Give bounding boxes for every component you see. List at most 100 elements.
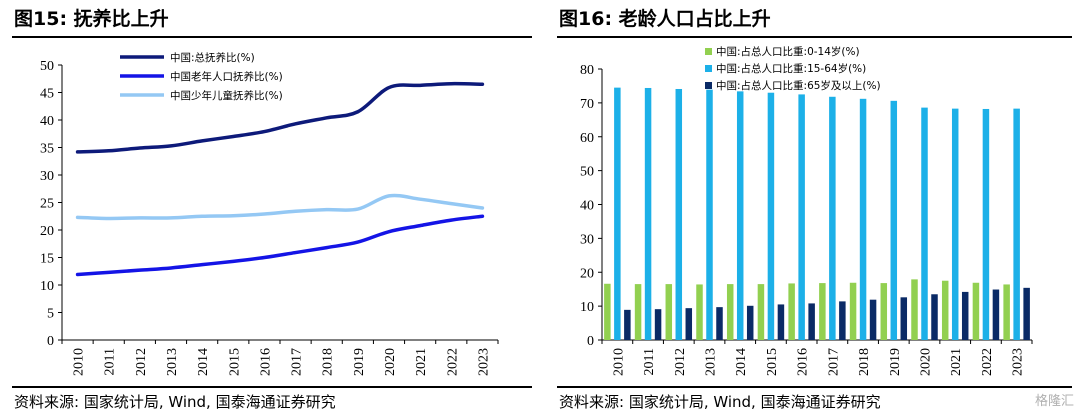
y-tick-label: 45 bbox=[40, 87, 54, 102]
x-tick-label: 2012 bbox=[673, 348, 688, 376]
x-tick-label: 2022 bbox=[980, 348, 995, 376]
legend-label: 中国:占总人口比重:15-64岁(%) bbox=[716, 62, 866, 75]
bar-series-2 bbox=[829, 96, 836, 340]
y-tick-label: 5 bbox=[47, 307, 54, 322]
bar-series-2 bbox=[1013, 108, 1020, 340]
x-tick-label: 2018 bbox=[321, 348, 336, 376]
bar-series-3 bbox=[777, 304, 785, 340]
bar-series-2 bbox=[675, 88, 683, 340]
series-line-3 bbox=[75, 193, 485, 221]
bar-series-1 bbox=[1003, 284, 1010, 340]
source-note: 资料来源: 国家统计局, Wind, 国泰海通证券研究 bbox=[559, 393, 881, 411]
bar-series-1 bbox=[604, 283, 611, 340]
legend-label: 中国:占总人口比重:0-14岁(%) bbox=[716, 45, 860, 58]
y-tick-label: 10 bbox=[40, 279, 54, 294]
x-tick-label: 2017 bbox=[290, 348, 305, 376]
bar-series-1 bbox=[941, 280, 949, 340]
legend-swatch bbox=[705, 48, 712, 55]
x-tick-label: 2023 bbox=[1011, 348, 1026, 376]
x-tick-label: 2013 bbox=[704, 348, 719, 376]
y-tick-label: 70 bbox=[580, 97, 594, 112]
population-share-panel: 图16: 老龄人口占比上升 0 10 20 30 40 50 60 70 80 2010 2011 2… bbox=[545, 0, 1080, 413]
legend-label: 中国:总抚养比(%) bbox=[170, 51, 255, 64]
x-tick-label: 2010 bbox=[611, 348, 626, 376]
x-tick-label: 2012 bbox=[134, 348, 149, 376]
bar-series-2 bbox=[921, 107, 928, 341]
bar-series-1 bbox=[696, 284, 703, 340]
bar-series-1 bbox=[819, 283, 826, 340]
x-tick-label: 2019 bbox=[888, 348, 903, 376]
x-tick-label: 2021 bbox=[949, 348, 964, 376]
bar-series-3 bbox=[716, 307, 723, 340]
y-tick-label: 35 bbox=[40, 142, 54, 157]
dependency-ratio-line-chart: 0 5 10 15 20 25 30 35 40 45 50 2010 2011 2012 2013 2014… bbox=[40, 51, 499, 376]
title-rule bbox=[12, 36, 532, 38]
bar-series-2 bbox=[982, 108, 990, 340]
y-tick-label: 50 bbox=[580, 165, 594, 180]
legend-swatch bbox=[705, 65, 712, 72]
bar-series-1 bbox=[972, 282, 980, 340]
bar-series-3 bbox=[839, 301, 846, 340]
bar-series-3 bbox=[869, 299, 877, 340]
x-tick-label: 2017 bbox=[826, 348, 841, 376]
bar-series-3 bbox=[900, 297, 908, 340]
bar-series-2 bbox=[798, 94, 805, 340]
y-tick-label: 0 bbox=[47, 334, 54, 349]
bar-series-3 bbox=[624, 309, 631, 340]
bar-series-3 bbox=[808, 303, 815, 340]
x-tick-label: 2016 bbox=[796, 348, 811, 376]
y-tick-label: 50 bbox=[40, 59, 54, 74]
x-tick-label: 2015 bbox=[227, 348, 242, 376]
bar-series-3 bbox=[961, 291, 969, 340]
bar-series-2 bbox=[736, 91, 744, 340]
bar-series-2 bbox=[706, 89, 713, 340]
bar-series-1 bbox=[634, 284, 642, 340]
bar-series-1 bbox=[788, 283, 795, 340]
bar-series-2 bbox=[951, 108, 959, 340]
y-tick-label: 10 bbox=[580, 300, 594, 315]
x-tick-label: 2013 bbox=[165, 348, 180, 376]
x-tick-label: 2022 bbox=[445, 348, 460, 376]
x-tick-label: 2021 bbox=[414, 348, 429, 376]
bar-series-1 bbox=[665, 284, 673, 340]
x-tick-label: 2019 bbox=[352, 348, 367, 376]
source-note: 资料来源: 国家统计局, Wind, 国泰海通证券研究 bbox=[14, 393, 336, 411]
x-tick-label: 2015 bbox=[765, 348, 780, 376]
dependency-ratio-panel: 图15: 抚养比上升 0 5 10 15 20 25 30 35 40 45 50 2010 2011 2… bbox=[12, 8, 532, 411]
bar-series-3 bbox=[931, 294, 938, 340]
legend-label: 中国老年人口抚养比(%) bbox=[170, 70, 283, 83]
bar-series-2 bbox=[859, 98, 867, 340]
x-tick-label: 2014 bbox=[196, 348, 211, 376]
series-line-2 bbox=[75, 214, 485, 277]
x-tick-label: 2020 bbox=[919, 348, 934, 376]
watermark-logo: 格隆汇 bbox=[1034, 394, 1074, 409]
y-tick-label: 30 bbox=[40, 169, 54, 184]
bar-series-1 bbox=[726, 284, 734, 340]
legend-label: 中国少年儿童抚养比(%) bbox=[170, 89, 283, 102]
population-share-bar-chart: 0 10 20 30 40 50 60 70 80 2010 2011 2012 2013 2014 201… bbox=[580, 45, 1033, 376]
y-tick-label: 25 bbox=[40, 197, 54, 212]
x-tick-label: 2010 bbox=[72, 348, 87, 376]
x-tick-label: 2014 bbox=[734, 348, 749, 376]
y-tick-label: 40 bbox=[580, 199, 594, 214]
bar-series-2 bbox=[614, 87, 621, 340]
bar-series-2 bbox=[767, 92, 775, 341]
y-tick-label: 20 bbox=[40, 224, 54, 239]
x-tick-label: 2020 bbox=[383, 348, 398, 376]
legend-label: 中国:占总人口比重:65岁及以上(%) bbox=[716, 79, 881, 92]
x-tick-label: 2011 bbox=[103, 348, 118, 375]
y-tick-label: 60 bbox=[580, 131, 594, 146]
y-tick-label: 40 bbox=[40, 114, 54, 129]
y-tick-label: 80 bbox=[580, 63, 594, 78]
x-tick-label: 2011 bbox=[642, 348, 657, 375]
source-rule bbox=[12, 386, 532, 388]
bar-series-1 bbox=[757, 284, 765, 340]
bar-series-1 bbox=[849, 282, 857, 340]
bar-series-1 bbox=[911, 279, 918, 340]
bar-series-3 bbox=[1023, 287, 1030, 340]
y-tick-label: 15 bbox=[40, 252, 54, 267]
series-line-1 bbox=[75, 81, 485, 154]
bar-series-1 bbox=[880, 283, 888, 340]
x-tick-label: 2018 bbox=[857, 348, 872, 376]
bar-series-3 bbox=[685, 308, 693, 340]
